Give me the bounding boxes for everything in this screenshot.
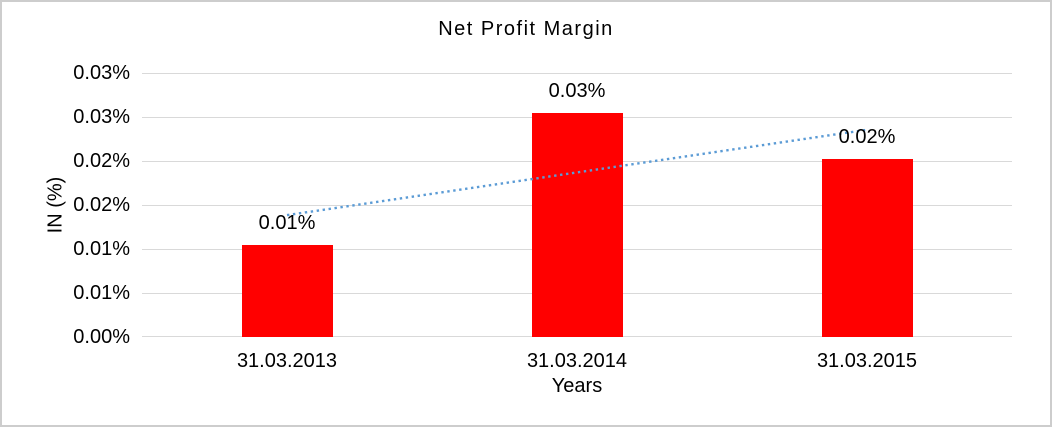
bar-31.03.2013 <box>241 244 333 337</box>
bar-data-label: 0.01% <box>258 211 316 234</box>
y-tick-label: 0.02% <box>73 150 130 172</box>
bar-data-label: 0.03% <box>548 80 606 103</box>
bar-31.03.2015 <box>821 159 913 337</box>
plot-area: 0.01% 0.03% 0.02% <box>142 73 1012 337</box>
y-tick-label: 0.01% <box>73 238 130 260</box>
y-tick-label: 0.03% <box>73 62 130 84</box>
chart-title: Net Profit Margin <box>438 18 614 40</box>
y-tick-label: 0.00% <box>73 326 130 348</box>
bar-31.03.2014 <box>531 113 623 337</box>
y-tick-label: 0.02% <box>73 194 130 216</box>
gridline <box>142 73 1012 74</box>
x-axis-title: Years <box>551 375 603 397</box>
bar-data-label: 0.02% <box>838 126 896 149</box>
category-label-31.03.2014: 31.03.2014 <box>526 350 628 372</box>
category-label-31.03.2013: 31.03.2013 <box>236 350 338 372</box>
category-label-31.03.2015: 31.03.2015 <box>816 350 918 372</box>
y-tick-label: 0.03% <box>73 106 130 128</box>
y-tick-label: 0.01% <box>73 282 130 304</box>
